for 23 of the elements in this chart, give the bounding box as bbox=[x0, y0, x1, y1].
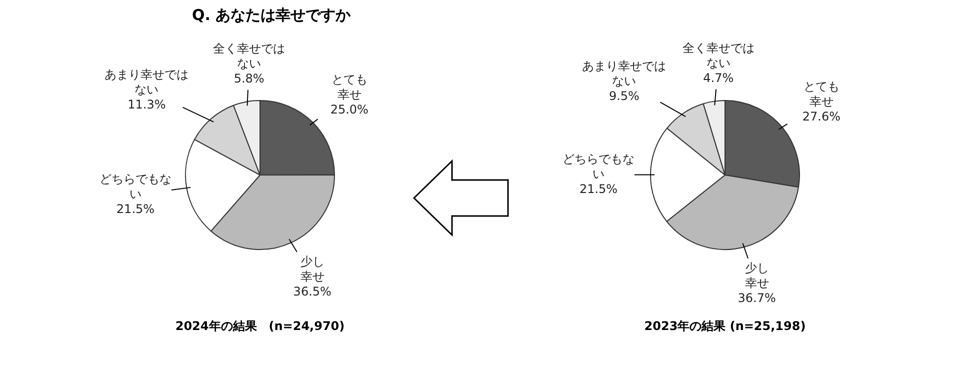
data-label: 36.5% bbox=[293, 284, 332, 299]
data-label: 5.8% bbox=[234, 71, 264, 86]
text: 2023年の結果 (n=25,198) bbox=[643, 318, 807, 335]
slice-label: どちらでもない bbox=[99, 172, 172, 201]
slice-label: 全く幸せではない bbox=[682, 40, 754, 70]
data-label: 11.3% bbox=[128, 97, 166, 112]
data-label: 36.7% bbox=[738, 291, 776, 305]
data-label: 4.7% bbox=[703, 70, 734, 85]
data-label: 25.0% bbox=[330, 102, 368, 117]
data-label: 9.5% bbox=[608, 88, 640, 103]
text: 2024年の結果 (n=24,970) bbox=[174, 318, 346, 335]
slice-label: あまり幸せではない bbox=[104, 67, 189, 96]
slice-label: 少し幸せ bbox=[744, 261, 769, 290]
data-label: 27.6% bbox=[802, 109, 841, 124]
slice-label: 少し幸せ bbox=[300, 254, 324, 284]
data-label: 21.5% bbox=[579, 182, 618, 196]
slice-label: とても幸せ bbox=[331, 72, 368, 102]
slice-label: とても幸せ bbox=[803, 79, 840, 108]
slice-label: どちらでもない bbox=[562, 152, 634, 181]
slice-label: あまり幸せではない bbox=[582, 58, 666, 88]
data-label: 21.5% bbox=[116, 202, 155, 216]
chart-title: Q. あなたは幸せですか bbox=[192, 6, 351, 25]
slice-label: 全く幸せではない bbox=[213, 41, 286, 70]
